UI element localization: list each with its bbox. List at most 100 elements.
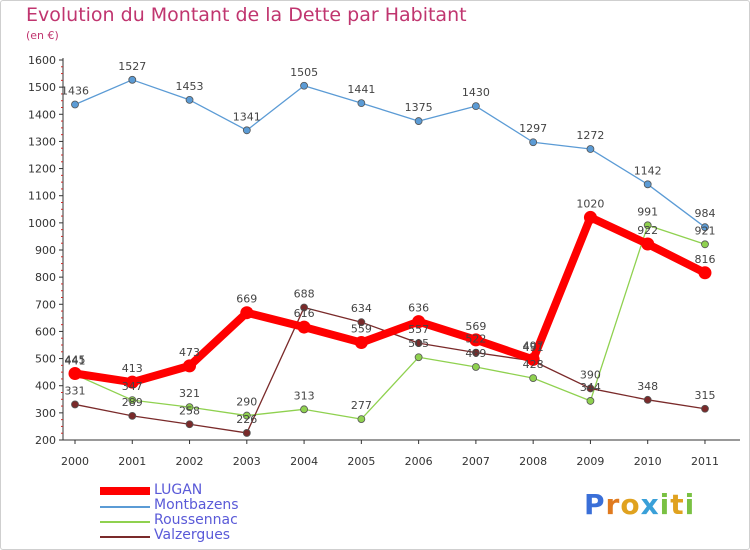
data-point-lugan-2004 (297, 320, 311, 334)
data-label-valzergues-2007: 522 (465, 333, 486, 346)
data-label-roussennac-2006: 505 (408, 337, 429, 350)
data-label-lugan-2006: 636 (408, 302, 429, 315)
data-label-roussennac-2002: 321 (179, 387, 200, 400)
legend-swatch-roussennac (100, 521, 150, 523)
x-tick-label-2002: 2002 (176, 455, 204, 468)
data-point-valzergues-2001 (128, 411, 137, 420)
data-point-roussennac-2002 (185, 403, 194, 412)
data-label-roussennac-2001: 347 (122, 380, 143, 393)
data-label-lugan-2007: 569 (465, 320, 486, 333)
x-tick-label-2011: 2011 (691, 455, 719, 468)
y-tick-label-1500: 1500 (28, 81, 56, 94)
line-chart: 200 300 400 500 600 700 800 900 1000 1100 1200 1300… (28, 54, 740, 468)
chart-title: Evolution du Montant de la Dette par Hab… (26, 4, 467, 26)
data-point-valzergues-2000 (71, 400, 79, 409)
legend-label-montbazens: Montbazens (154, 497, 239, 513)
data-label-valzergues-2000: 331 (65, 384, 86, 397)
data-label-lugan-2002: 473 (179, 346, 200, 359)
y-tick-label-500: 500 (35, 353, 56, 366)
y-tick-label-700: 700 (35, 298, 56, 311)
series-line-roussennac (74, 224, 706, 420)
data-label-valzergues-2002: 258 (179, 404, 200, 417)
x-tick-label-2006: 2006 (405, 455, 433, 468)
data-point-valzergues-2006 (414, 339, 423, 348)
legend-label-valzergues: Valzergues (154, 527, 231, 543)
legend-swatch-valzergues (100, 536, 150, 538)
data-point-lugan-2007 (469, 333, 483, 347)
data-point-valzergues-2004 (300, 303, 308, 312)
data-point-montbazens-2005 (357, 99, 366, 108)
y-tick-label-1300: 1300 (28, 135, 56, 148)
data-label-montbazens-2002: 1453 (176, 80, 204, 93)
data-label-lugan-2000: 445 (65, 354, 86, 367)
logo-letter: o (620, 488, 641, 521)
legend-swatch-montbazens (100, 506, 150, 508)
data-label-lugan-2010: 922 (637, 224, 658, 237)
y-tick-label-1600: 1600 (28, 54, 56, 67)
data-label-valzergues-2005: 634 (351, 302, 372, 315)
data-point-montbazens-2007 (471, 102, 480, 111)
legend-label-roussennac: Roussennac (154, 512, 238, 528)
data-point-lugan-2011 (698, 266, 712, 280)
x-tick-label-2001: 2001 (118, 455, 146, 468)
data-point-roussennac-2010 (643, 221, 652, 230)
y-tick-label-1100: 1100 (28, 190, 56, 203)
data-label-montbazens-2003: 1341 (233, 110, 261, 123)
data-point-montbazens-2001 (128, 75, 137, 84)
x-tick-label-2003: 2003 (233, 455, 261, 468)
data-point-montbazens-2011 (701, 223, 709, 232)
y-tick-label-200: 200 (35, 434, 56, 447)
data-point-valzergues-2009 (586, 384, 595, 393)
data-label-valzergues-2001: 289 (122, 396, 143, 409)
data-label-lugan-2011: 816 (694, 253, 715, 266)
y-tick-label-600: 600 (35, 325, 56, 338)
proxiti-logo: Proxiti (584, 488, 695, 521)
y-tick-label-400: 400 (35, 380, 56, 393)
data-point-montbazens-2009 (586, 145, 595, 153)
logo-letter: i (684, 488, 696, 521)
x-tick-label-2008: 2008 (519, 455, 547, 468)
series-line-lugan (71, 213, 709, 387)
data-label-montbazens-2006: 1375 (405, 101, 433, 114)
logo-letter: i (659, 488, 671, 521)
data-point-lugan-2001 (125, 375, 139, 389)
data-point-roussennac-2001 (128, 396, 137, 405)
data-label-montbazens-2011: 984 (694, 207, 715, 220)
data-label-montbazens-2010: 1142 (634, 164, 662, 177)
data-label-roussennac-2010: 991 (637, 205, 658, 218)
x-tick-label-2010: 2010 (634, 455, 662, 468)
data-point-montbazens-2003 (242, 126, 251, 135)
legend-swatch-lugan (100, 487, 150, 495)
data-point-montbazens-2006 (414, 117, 423, 125)
y-tick-label-1200: 1200 (28, 163, 56, 176)
data-point-valzergues-2011 (701, 404, 709, 413)
data-point-lugan-2009 (583, 210, 597, 224)
logo-letter: x (640, 488, 660, 521)
data-label-montbazens-2005: 1441 (347, 83, 375, 96)
data-point-lugan-2000 (68, 367, 82, 380)
data-label-montbazens-2000: 1436 (61, 85, 89, 98)
data-point-roussennac-2007 (471, 363, 480, 371)
data-point-valzergues-2005 (357, 318, 366, 327)
x-tick-label-2009: 2009 (576, 455, 604, 468)
data-label-valzergues-2008: 491 (523, 341, 544, 354)
data-point-roussennac-2003 (242, 411, 251, 420)
data-label-roussennac-2011: 921 (694, 224, 715, 237)
data-label-lugan-2004: 616 (294, 307, 315, 320)
data-label-montbazens-2004: 1505 (290, 66, 318, 79)
data-label-montbazens-2009: 1272 (576, 129, 604, 142)
data-point-montbazens-2002 (185, 96, 194, 104)
data-label-lugan-2001: 413 (122, 362, 143, 375)
legend-label-lugan: LUGAN (154, 482, 203, 498)
data-point-lugan-2005 (354, 336, 368, 350)
data-label-valzergues-2010: 348 (637, 380, 658, 393)
data-label-roussennac-2009: 344 (580, 381, 601, 394)
data-label-roussennac-2000: 441 (65, 355, 86, 368)
logo-letter: t (670, 488, 685, 521)
data-point-lugan-2010 (641, 237, 655, 251)
data-label-lugan-2005: 559 (351, 323, 372, 336)
data-label-valzergues-2003: 226 (236, 413, 257, 426)
data-point-roussennac-2004 (300, 405, 308, 414)
data-point-montbazens-2004 (300, 81, 308, 90)
